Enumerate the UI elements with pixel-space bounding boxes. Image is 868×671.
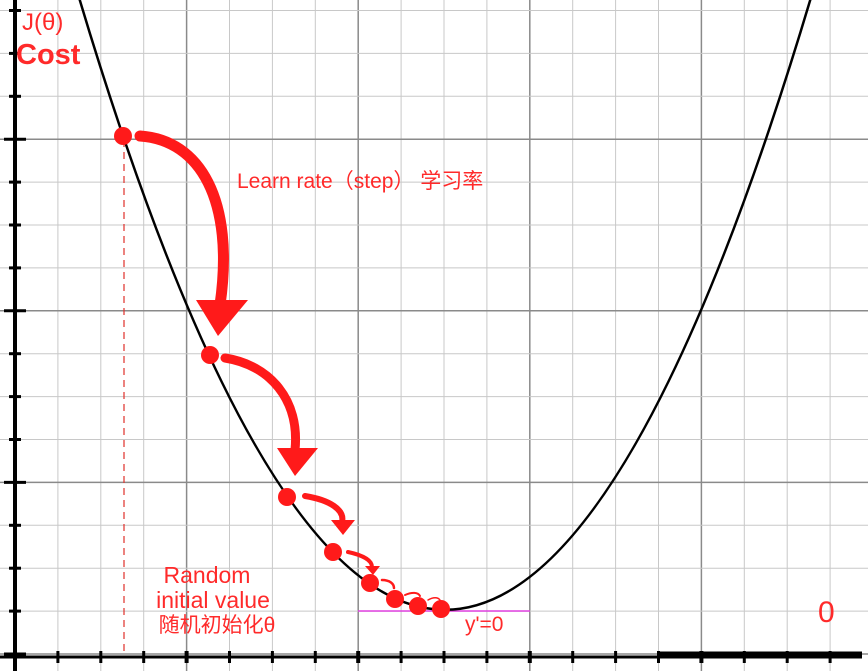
step-arrow <box>427 597 441 601</box>
random-label: 随机初始化θ <box>159 614 276 637</box>
point <box>324 543 342 561</box>
random-label: initial value <box>156 587 270 613</box>
point <box>114 127 132 145</box>
step-arrows <box>134 130 441 601</box>
step-arrow <box>220 353 301 455</box>
random-label: Random <box>164 562 251 588</box>
arrowhead <box>331 520 355 535</box>
point <box>432 600 450 618</box>
descent-points <box>114 127 450 618</box>
y-label: J(θ) <box>22 9 63 36</box>
learn-rate-label: Learn rate（step） 学习率 <box>237 170 483 193</box>
point <box>386 590 404 608</box>
arrowhead <box>365 566 380 575</box>
step-arrow <box>346 550 374 569</box>
point <box>201 346 219 364</box>
point <box>409 597 427 615</box>
minimum-label: y'=0 <box>465 613 503 636</box>
point <box>278 488 296 506</box>
origin-label: 0 <box>818 596 835 629</box>
step-arrow <box>404 591 421 597</box>
cost-curve <box>78 0 812 611</box>
step-arrow <box>134 130 229 311</box>
y-sublabel: Cost <box>16 39 81 71</box>
step-arrow <box>302 493 346 525</box>
arrowhead <box>277 448 318 476</box>
ticks <box>4 9 832 663</box>
arrowhead <box>196 300 248 336</box>
point <box>361 574 379 592</box>
step-arrow <box>380 578 396 590</box>
